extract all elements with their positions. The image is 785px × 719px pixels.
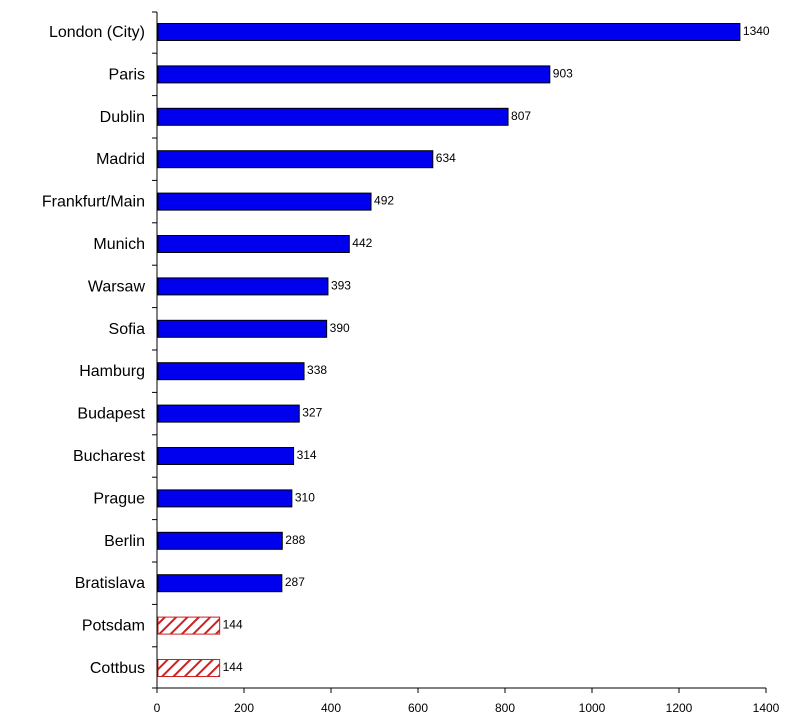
- x-ticks: 0 200 400 600 800 1000 1200 1400: [154, 688, 780, 715]
- bar: [157, 23, 741, 41]
- category-label: Madrid: [96, 151, 145, 168]
- value-label: 144: [223, 660, 243, 674]
- category-label: Munich: [93, 236, 145, 253]
- x-tick-label: 0: [154, 701, 161, 715]
- bar: [157, 107, 509, 126]
- category-label: Paris: [109, 66, 145, 83]
- value-label: 338: [307, 363, 327, 377]
- category-label: Bucharest: [73, 448, 146, 465]
- value-label: 310: [295, 490, 315, 504]
- value-label: 442: [352, 236, 372, 250]
- value-label: 807: [511, 109, 531, 123]
- bar: [157, 489, 293, 508]
- value-label: 287: [285, 575, 305, 589]
- x-tick-label: 400: [321, 701, 341, 715]
- bars: [157, 23, 741, 677]
- value-label: 492: [374, 194, 394, 208]
- bar: [157, 362, 305, 381]
- axes: [152, 11, 766, 689]
- x-tick-label: 800: [495, 701, 515, 715]
- category-label: Dublin: [100, 109, 145, 126]
- bar: [157, 616, 221, 635]
- value-label: 390: [330, 321, 350, 335]
- bar: [157, 277, 329, 296]
- value-label: 1340: [743, 24, 770, 38]
- bar: [157, 659, 221, 677]
- x-tick-label: 200: [234, 701, 254, 715]
- category-label: Frankfurt/Main: [42, 194, 145, 211]
- category-label: Sofia: [109, 321, 146, 338]
- category-label: Bratislava: [75, 575, 145, 592]
- category-label: Budapest: [77, 406, 145, 423]
- category-label: London (City): [49, 24, 145, 41]
- x-tick-label: 1400: [753, 701, 780, 715]
- bar: [157, 404, 300, 423]
- bar: [157, 574, 283, 593]
- value-label: 634: [436, 151, 456, 165]
- x-tick-label: 1200: [666, 701, 693, 715]
- value-label: 288: [285, 533, 305, 547]
- value-label: 327: [302, 406, 322, 420]
- bar: [157, 319, 328, 338]
- value-label: 314: [297, 448, 317, 462]
- value-labels: 1340 903 807 634 492 442 393 390 338 327 314 310 288…: [223, 24, 770, 674]
- bar: [157, 192, 372, 211]
- value-label: 903: [553, 66, 573, 80]
- category-label: Hamburg: [79, 363, 145, 380]
- x-tick-label: 1000: [579, 701, 606, 715]
- bar: [157, 447, 295, 465]
- bar: [157, 531, 283, 550]
- bar: [157, 235, 350, 253]
- category-label: Cottbus: [90, 660, 145, 677]
- category-labels: London (City) Paris Dublin Madrid Frankfurt/…: [42, 24, 146, 677]
- category-label: Warsaw: [88, 278, 146, 295]
- x-tick-label: 600: [408, 701, 428, 715]
- value-label: 144: [223, 618, 243, 632]
- category-label: Prague: [93, 490, 145, 507]
- category-label: Potsdam: [82, 618, 145, 635]
- value-label: 393: [331, 278, 351, 292]
- bar: [157, 150, 434, 169]
- bar: [157, 65, 551, 84]
- category-label: Berlin: [104, 533, 145, 550]
